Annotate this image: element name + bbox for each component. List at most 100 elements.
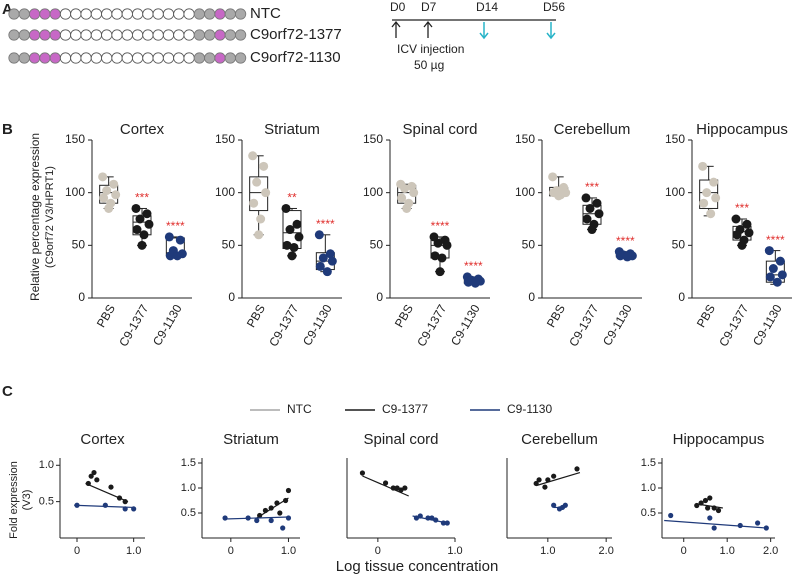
y-tick-label: 0 bbox=[528, 290, 535, 304]
chart-title: Striatum bbox=[264, 121, 320, 138]
nucleotide bbox=[142, 29, 154, 41]
data-point bbox=[382, 480, 389, 486]
y-tick-label: 100 bbox=[515, 185, 535, 199]
data-point bbox=[262, 507, 269, 514]
nucleotide bbox=[142, 8, 154, 20]
y-tick-label: 1.5 bbox=[641, 457, 656, 469]
nucleotide bbox=[183, 29, 195, 41]
data-point bbox=[131, 506, 137, 512]
data-point bbox=[707, 495, 713, 501]
nucleotide bbox=[70, 29, 82, 41]
data-point bbox=[285, 487, 292, 494]
data-point bbox=[99, 193, 109, 203]
data-point bbox=[245, 515, 251, 521]
nucleotide bbox=[224, 8, 236, 20]
data-point bbox=[259, 161, 269, 171]
data-point bbox=[585, 203, 595, 213]
timeline-label: D0 bbox=[390, 0, 406, 14]
y-tick-label: 150 bbox=[215, 132, 235, 146]
y-tick-label: 0.5 bbox=[641, 507, 656, 519]
data-point bbox=[711, 505, 717, 511]
data-point bbox=[744, 228, 754, 238]
timeline-label: D14 bbox=[476, 0, 498, 14]
chart-title: Striatum bbox=[223, 431, 279, 448]
data-point bbox=[109, 179, 119, 189]
data-point bbox=[433, 238, 443, 248]
nucleotide bbox=[59, 52, 72, 64]
data-point bbox=[429, 515, 435, 521]
nucleotide bbox=[204, 52, 216, 64]
data-point bbox=[274, 500, 280, 506]
data-point bbox=[402, 485, 408, 491]
data-point bbox=[711, 193, 721, 203]
nucleotide bbox=[18, 8, 30, 20]
data-point bbox=[102, 502, 108, 508]
data-point bbox=[533, 480, 539, 487]
sequence-label: NTC bbox=[250, 5, 281, 22]
data-point bbox=[292, 219, 302, 229]
nucleotide bbox=[80, 8, 92, 20]
y-tick-label: 50 bbox=[522, 238, 536, 252]
nucleotide bbox=[204, 8, 216, 20]
y-tick-label: 0.5 bbox=[39, 496, 54, 508]
data-point bbox=[390, 485, 396, 491]
x-tick-label: 0 bbox=[74, 545, 80, 557]
significance: **** bbox=[431, 219, 450, 233]
data-point bbox=[394, 485, 400, 491]
data-point bbox=[314, 230, 324, 240]
nucleotide bbox=[204, 29, 216, 41]
timeline-label: D7 bbox=[421, 0, 437, 14]
data-point bbox=[698, 500, 704, 506]
nucleotide bbox=[111, 29, 123, 41]
x-tick-label: 1.0 bbox=[720, 545, 735, 557]
data-point bbox=[668, 512, 674, 519]
y-axis-label: (V3) bbox=[21, 490, 33, 511]
x-tick-label: PBS bbox=[694, 302, 718, 330]
chart-title: Spinal cord bbox=[363, 431, 438, 448]
data-point bbox=[622, 252, 632, 262]
x-tick-label: C9-1130 bbox=[600, 302, 635, 348]
data-point bbox=[772, 277, 782, 287]
x-tick-label: C9-1377 bbox=[266, 302, 301, 349]
data-point bbox=[104, 203, 114, 213]
data-point bbox=[737, 240, 747, 250]
nucleotide bbox=[132, 8, 144, 20]
nucleotide bbox=[49, 29, 61, 41]
data-point bbox=[325, 249, 335, 259]
data-point bbox=[116, 495, 123, 501]
nucleotide bbox=[214, 8, 226, 20]
nucleotide bbox=[173, 52, 185, 64]
nucleotide bbox=[224, 29, 236, 41]
data-point bbox=[698, 161, 708, 171]
data-point bbox=[433, 517, 439, 523]
nucleotide bbox=[121, 8, 133, 20]
data-point bbox=[402, 203, 412, 213]
nucleotide bbox=[59, 29, 72, 41]
nucleotide bbox=[90, 52, 103, 64]
data-point bbox=[705, 505, 711, 511]
data-point bbox=[131, 203, 141, 213]
y-tick-label: 100 bbox=[215, 185, 235, 199]
y-tick-label: 150 bbox=[515, 132, 535, 146]
data-point bbox=[699, 198, 709, 208]
trend-line bbox=[362, 475, 409, 497]
y-tick-label: 100 bbox=[363, 185, 383, 199]
nucleotide bbox=[193, 8, 205, 20]
sequence-label: C9orf72-1130 bbox=[250, 49, 341, 66]
data-point bbox=[711, 525, 717, 531]
data-point bbox=[98, 172, 108, 182]
data-point bbox=[409, 188, 419, 198]
data-point bbox=[542, 484, 548, 490]
nucleotide bbox=[59, 8, 72, 20]
x-tick-label: 2.0 bbox=[599, 545, 614, 557]
data-point bbox=[707, 515, 713, 521]
data-point bbox=[122, 499, 128, 505]
data-point bbox=[536, 477, 542, 483]
y-tick-label: 150 bbox=[65, 132, 85, 146]
y-tick-label: 150 bbox=[665, 132, 685, 146]
data-point bbox=[254, 230, 264, 240]
nucleotide bbox=[90, 8, 103, 20]
data-point bbox=[400, 183, 410, 193]
x-tick-label: C9-1130 bbox=[300, 302, 335, 348]
